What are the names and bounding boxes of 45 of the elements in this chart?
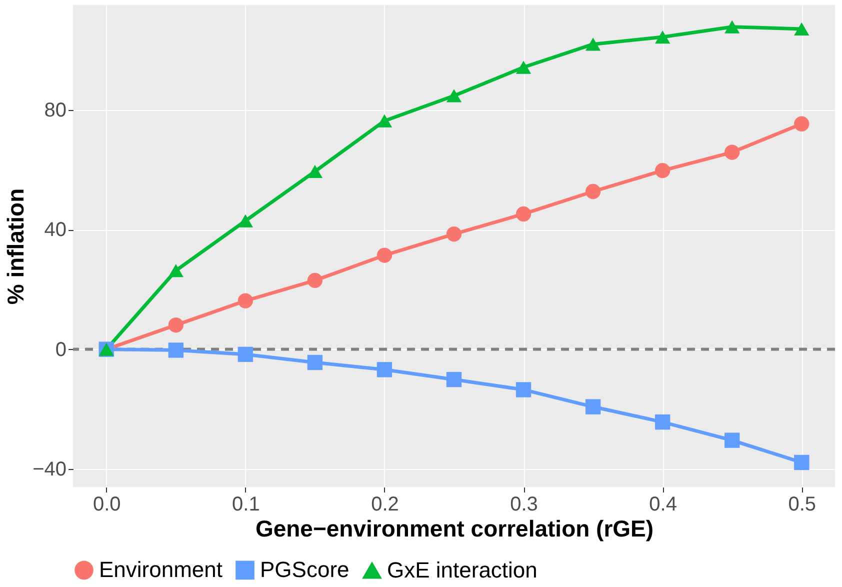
y-tick-label: −40 [32, 458, 66, 481]
point [654, 414, 670, 430]
point [446, 226, 462, 242]
point [585, 399, 601, 414]
legend-label: GxE interaction [387, 558, 538, 582]
y-tick-label: 40 [44, 219, 66, 242]
point [376, 248, 392, 263]
point [516, 60, 532, 74]
x-tick-label: 0.1 [232, 494, 260, 516]
point [168, 264, 184, 278]
point [724, 432, 740, 448]
point [238, 214, 254, 228]
point [585, 184, 601, 200]
point [794, 454, 810, 470]
point [376, 114, 392, 128]
point [654, 162, 670, 178]
point [724, 20, 740, 34]
point [168, 317, 184, 333]
x-tick-label: 0.4 [649, 494, 677, 516]
y-axis-title: % inflation [2, 188, 29, 305]
point [307, 164, 323, 178]
point [307, 272, 323, 288]
point [446, 89, 462, 102]
point [168, 342, 184, 358]
point [794, 116, 810, 132]
y-tick-label: 0 [55, 338, 66, 361]
x-tick-label: 0.0 [92, 494, 121, 516]
point [585, 38, 601, 51]
y-tick-label: 80 [44, 99, 66, 122]
point [238, 293, 254, 308]
legend-label: Environment [99, 557, 223, 582]
point [238, 346, 254, 362]
point [446, 372, 462, 388]
x-tick-label: 0.3 [510, 494, 538, 516]
x-axis-title: Gene−environment correlation (rGE) [255, 516, 654, 542]
point [654, 30, 670, 44]
point [724, 144, 740, 160]
point [516, 382, 532, 398]
point [794, 22, 810, 36]
legend-label: PGScore [260, 557, 350, 582]
x-tick-label: 0.2 [371, 494, 399, 516]
point [516, 206, 532, 222]
point [376, 362, 392, 378]
point [307, 354, 323, 370]
x-tick-label: 0.5 [788, 494, 816, 516]
